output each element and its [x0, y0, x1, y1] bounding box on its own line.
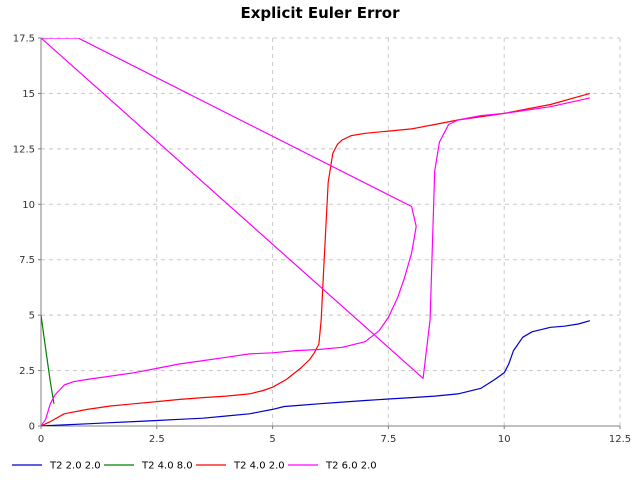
y-tick-label: 7.5 [19, 255, 35, 266]
y-tick-label: 17.5 [13, 34, 35, 45]
legend: T2 2.0 2.0 T2 4.0 8.0 T2 4.0 2.0 T2 6.0 2.0 [12, 461, 377, 472]
series-line-2 [41, 315, 55, 404]
y-tick-label: 5 [29, 311, 35, 322]
y-tick-label: 15 [22, 89, 35, 100]
axes: 0 2.5 5 7.5 10 12.5 0 2.5 5 7.5 10 12.5 15 17.5 [13, 34, 631, 446]
x-tick-label: 7.5 [380, 434, 396, 445]
chart-title: Explicit Euler Error [241, 4, 401, 22]
y-tick-label: 0 [29, 422, 35, 433]
y-tick-label: 12.5 [13, 144, 35, 155]
legend-label: T2 6.0 2.0 [325, 461, 377, 472]
series-line-4 [41, 38, 591, 426]
y-tick-label: 10 [22, 200, 35, 211]
series-line-1 [41, 320, 591, 426]
x-tick-label: 0 [38, 434, 44, 445]
x-tick-label: 12.5 [609, 434, 631, 445]
x-tick-label: 2.5 [149, 434, 165, 445]
y-tick-label: 2.5 [19, 366, 35, 377]
legend-label: T2 4.0 2.0 [233, 461, 285, 472]
grid [41, 37, 621, 426]
series-line-3 [41, 92, 591, 426]
legend-label: T2 4.0 8.0 [141, 461, 193, 472]
x-tick-label: 5 [269, 434, 275, 445]
legend-label: T2 2.0 2.0 [49, 461, 101, 472]
x-tick-label: 10 [498, 434, 511, 445]
plot-area [41, 38, 591, 426]
